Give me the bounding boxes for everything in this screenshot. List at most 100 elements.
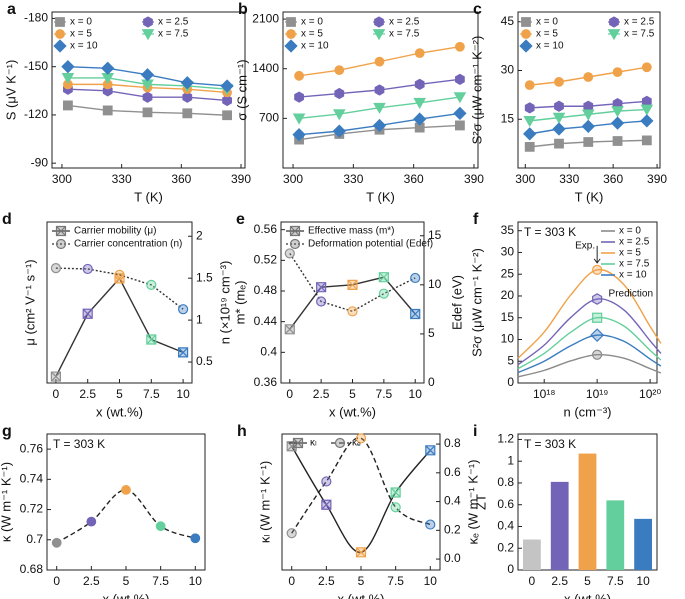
x-tick-label: 5 [123, 574, 130, 588]
marker [190, 533, 201, 544]
marker [592, 264, 603, 275]
marker [292, 128, 306, 142]
marker [316, 282, 327, 293]
marker [611, 106, 624, 118]
y2-axis-title: κₑ (W m⁻¹ K⁻¹) [465, 460, 480, 545]
x-tick-label: 10 [176, 387, 190, 401]
y2-axis-title: Edef (eV) [449, 275, 464, 330]
bar [606, 500, 625, 570]
data-line [55, 267, 184, 310]
marker [592, 312, 603, 323]
marker [519, 39, 533, 53]
marker [425, 445, 436, 456]
y-tick-label: 0.74 [20, 472, 44, 486]
legend-label: x = 0 [619, 226, 641, 237]
x-tick-label: 10 [189, 574, 203, 588]
marker [453, 106, 467, 121]
panel-label: h [237, 423, 247, 440]
legend-label: x = 2.5 [158, 17, 189, 28]
marker [284, 324, 295, 335]
panel-label: d [2, 211, 12, 228]
x-axis-title: T (K) [134, 189, 163, 204]
x-tick-label: 5 [358, 574, 365, 588]
marker [425, 519, 436, 530]
data-line [291, 445, 431, 554]
x-tick-label: 390 [464, 172, 484, 186]
y-tick-label: 0.8 [497, 475, 514, 489]
y2-tick-label: 1 [196, 312, 203, 326]
x-tick-label: 300 [283, 172, 303, 186]
y-axis-title: ZT [473, 494, 488, 510]
legend-label: x = 0 [70, 17, 92, 28]
marker [286, 528, 297, 539]
x-tick-label: 0 [529, 574, 536, 588]
x-tick-label: 330 [112, 172, 132, 186]
marker [284, 248, 295, 259]
marker [374, 84, 385, 96]
marker [142, 107, 153, 118]
plot-frame [51, 11, 246, 169]
marker [55, 238, 67, 250]
annotation: T = 303 K [524, 225, 576, 239]
y-tick-label: 35 [501, 223, 515, 237]
marker [414, 48, 425, 59]
legend-label: x = 7.5 [389, 29, 420, 40]
x-tick-label: 10 [424, 574, 438, 588]
panel-label: e [236, 211, 245, 228]
marker [289, 238, 301, 250]
marker [455, 120, 465, 131]
y2-tick-label: 0.4 [444, 494, 461, 508]
x-tick-label: 0 [53, 574, 60, 588]
marker [50, 371, 62, 382]
marker [554, 76, 564, 87]
x-tick-label: 360 [404, 172, 424, 186]
y-axis-title: σ (S cm⁻¹) [234, 59, 249, 120]
marker [146, 334, 157, 345]
y-tick-label: -150 [24, 59, 48, 73]
x-axis-title: x (wt.%) [329, 404, 376, 419]
panel-label: a [7, 1, 16, 18]
x-axis-title: T (K) [366, 189, 395, 204]
y-tick-label: 0 [507, 375, 514, 389]
marker [284, 39, 298, 53]
y2-tick-label: 0.8 [444, 436, 461, 450]
marker [334, 437, 346, 449]
legend-label: x = 7.5 [619, 259, 650, 270]
marker [292, 113, 306, 125]
y2-tick-label: 0 [428, 375, 435, 389]
marker [612, 136, 623, 146]
marker [372, 29, 386, 41]
marker [82, 263, 93, 275]
x-tick-label: 2.5 [313, 387, 330, 401]
marker [521, 17, 531, 27]
marker [581, 119, 595, 134]
panel-label: i [473, 423, 477, 440]
x-axis-title: x (wt.%) [103, 591, 150, 599]
marker [140, 68, 155, 82]
y-tick-label: 0 [507, 562, 514, 576]
x-tick-label: 10¹⁹ [586, 387, 608, 401]
legend-label: Effective mass (m*) [308, 226, 395, 237]
marker [641, 62, 652, 73]
annotation: T = 303 K [524, 437, 576, 451]
data-line [517, 316, 662, 370]
y-axis-title: μ (cm² V⁻¹ s⁻¹) [22, 259, 37, 345]
marker [609, 16, 619, 28]
marker [321, 499, 332, 510]
x-tick-label: 300 [515, 172, 535, 186]
marker [143, 16, 153, 28]
y-tick-label: 20 [501, 288, 515, 302]
x-tick-label: 7.5 [607, 574, 624, 588]
marker [102, 79, 113, 90]
marker [316, 296, 327, 307]
y-axis-title: m* (mₑ) [232, 281, 247, 325]
x-tick-label: 10²⁰ [639, 387, 661, 401]
legend-label: x = 10 [619, 270, 647, 281]
legend-label: x = 5 [70, 29, 92, 40]
y-tick-label: 0.76 [20, 441, 44, 455]
marker [334, 65, 345, 76]
marker [55, 225, 67, 237]
marker [61, 73, 75, 85]
marker [51, 537, 62, 548]
